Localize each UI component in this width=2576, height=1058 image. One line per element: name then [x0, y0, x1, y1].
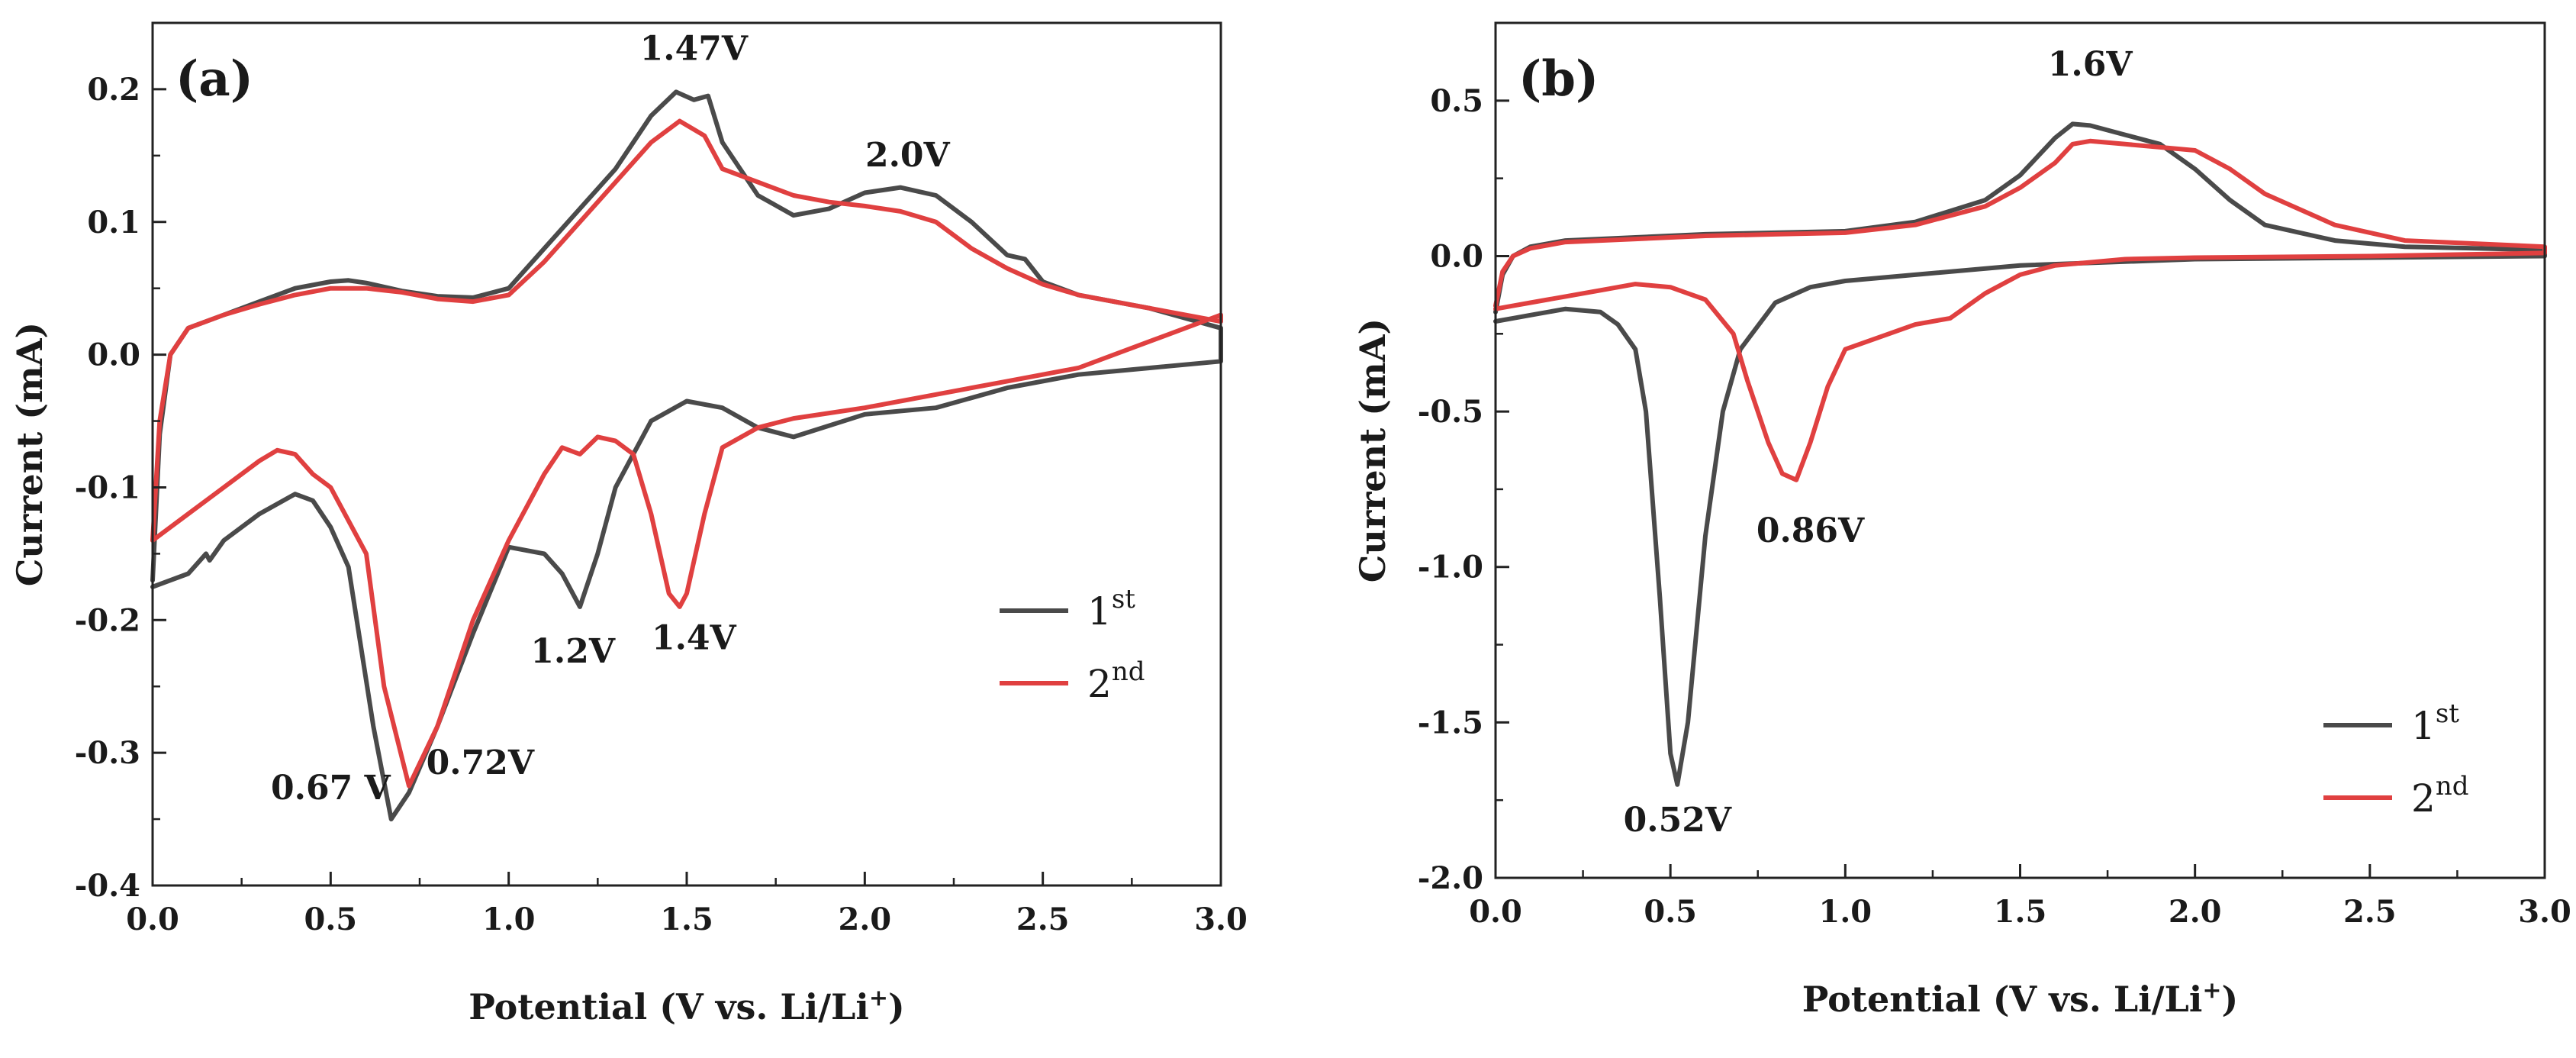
panel-a-ylabel: Current (mA): [9, 322, 50, 586]
panel-b-xtick-label: 2.0: [2169, 894, 2222, 930]
panel-b-xtick-label: 0.5: [1644, 894, 1697, 930]
panel-b-legend-label-1st: 1st: [2411, 698, 2459, 748]
panel-a-curves: [150, 89, 1223, 822]
panel-b-ytick-label: -1.5: [1418, 705, 1483, 740]
panel-b-annotation: 0.86V: [1757, 511, 1865, 550]
panel-b-series-2nd-line: [1493, 138, 2547, 482]
panel-a-ytick-label: -0.1: [75, 469, 140, 505]
panel-b-ytick-label: -0.5: [1418, 394, 1483, 430]
panel-b-ytick-label: -1.0: [1418, 550, 1483, 585]
panel-a-series-2nd-line: [150, 118, 1223, 789]
panel-a-legend-base-2nd: 2: [1087, 662, 1112, 706]
panel-b: 0.0 0.5 1.0 1.5 2.0 2.5 3.0 -2.0 -1.5 -1.0 -0.5 0.…: [1352, 21, 2571, 1020]
panel-b-yticks: -2.0 -1.5 -1.0 -0.5 0.0 0.5: [1418, 83, 1509, 896]
panel-a-legend-label-1st: 1st: [1087, 584, 1135, 634]
panel-b-annotation: 1.6V: [2048, 45, 2133, 84]
panel-a-legend-sup-1st: st: [1112, 584, 1135, 614]
panel-b-ytick-label: 0.5: [1430, 83, 1483, 119]
panel-b-xlabel: Potential (V vs. Li/Li+): [1802, 977, 2238, 1020]
panel-a-label: (a): [175, 50, 253, 108]
panel-b-legend: 1st 2nd: [2323, 698, 2468, 821]
panel-b-legend-label-2nd: 2nd: [2411, 771, 2468, 821]
panel-b-xlabel-sup: +: [2202, 977, 2221, 1004]
panel-b-annotation: 0.52V: [1624, 801, 1732, 840]
panel-a-annotation: 0.72V: [427, 744, 535, 782]
panel-b-legend-base-1st: 1: [2411, 704, 2436, 748]
panel-b-ylabel: Current (mA): [1352, 318, 1393, 582]
panel-a-annotation: 0.67 V: [271, 769, 391, 808]
panel-b-legend-base-2nd: 2: [2411, 776, 2436, 821]
panel-a-xtick-label: 2.5: [1016, 902, 1070, 937]
panel-b-xlabel-main: Potential (V vs. Li/Li: [1802, 979, 2203, 1020]
panel-a-annotation: 2.0V: [865, 136, 951, 175]
panel-b-xticks: 0.0 0.5 1.0 1.5 2.0 2.5 3.0: [1469, 864, 2571, 930]
panel-a-xlabel: Potential (V vs. Li/Li+): [469, 985, 904, 1027]
panel-b-xtick-label: 2.5: [2343, 894, 2397, 930]
panel-b-legend-sup-1st: st: [2436, 698, 2459, 729]
panel-b-legend-sup-2nd: nd: [2436, 771, 2469, 802]
panel-b-xtick-label: 1.5: [1994, 894, 2047, 930]
panel-a-ytick-label: 0.2: [87, 72, 140, 108]
panel-b-ytick-label: 0.0: [1430, 238, 1483, 274]
panel-b-label: (b): [1518, 50, 1599, 108]
panel-a-ytick-label: 0.1: [87, 205, 140, 240]
panel-a-xtick-label: 0.5: [304, 902, 358, 937]
panel-a-legend-base-1st: 1: [1087, 589, 1112, 634]
panel-a-annotations: 1.47V 2.0V 1.2V 1.4V 0.67 V 0.72V: [271, 30, 951, 808]
panel-a-xticks: 0.0 0.5 1.0 1.5 2.0 2.5 3.0: [126, 872, 1248, 937]
panel-a-xtick-label: 3.0: [1194, 902, 1248, 937]
panel-a-ytick-label: 0.0: [87, 337, 140, 373]
panel-a-xtick-label: 1.0: [482, 902, 536, 937]
panel-a-xtick-label: 0.0: [126, 902, 179, 937]
panel-a-xtick-label: 1.5: [660, 902, 713, 937]
panel-b-xlabel-end: ): [2221, 979, 2238, 1020]
panel-b-xtick-label: 1.0: [1819, 894, 1872, 930]
panel-a-annotation: 1.47V: [640, 30, 749, 69]
panel-a-yticks: -0.4 -0.3 -0.2 -0.1 0.0 0.1 0.2: [75, 72, 166, 904]
panel-a-xlabel-end: ): [888, 986, 905, 1027]
panel-a-legend-label-2nd: 2nd: [1087, 656, 1145, 706]
panel-b-ytick-label: -2.0: [1418, 860, 1483, 896]
panel-b-xtick-label: 3.0: [2518, 894, 2571, 930]
panel-a-ytick-label: -0.2: [75, 602, 140, 638]
panel-a-annotation: 1.4V: [652, 619, 737, 658]
panel-a: 0.0 0.5 1.0 1.5 2.0 2.5 3.0 -0.4 -0.3 -0.2 -0.1 0.…: [9, 21, 1248, 1027]
panel-a-ytick-label: -0.3: [75, 735, 140, 771]
panel-a-legend-sup-2nd: nd: [1112, 656, 1145, 687]
panel-a-annotation: 1.2V: [530, 632, 616, 671]
panel-a-xlabel-sup: +: [869, 985, 888, 1011]
panel-a-xtick-label: 2.0: [839, 902, 892, 937]
panel-b-annotations: 1.6V 0.86V 0.52V: [1624, 45, 2133, 840]
panel-a-ytick-label: -0.4: [75, 868, 140, 904]
panel-a-legend: 1st 2nd: [1000, 584, 1145, 706]
panel-b-xtick-label: 0.0: [1469, 894, 1522, 930]
panel-a-xlabel-main: Potential (V vs. Li/Li: [469, 986, 869, 1027]
